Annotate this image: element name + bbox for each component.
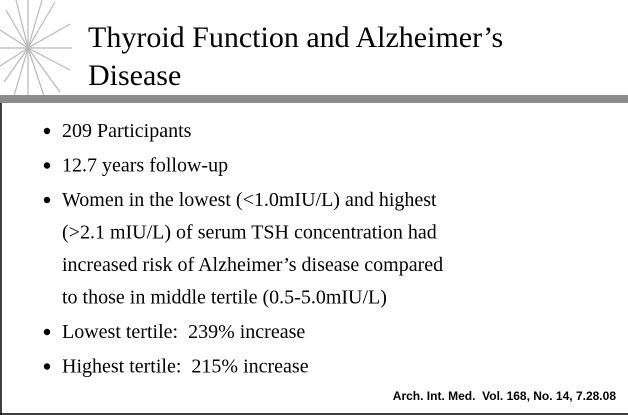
bullet-text: (>2.1 mIU/L) of serum TSH concentration … [62,222,437,244]
bullet-text: Lowest tertile: 239% increase [62,321,305,343]
bullet-text: Highest tertile: 215% increase [62,356,309,378]
bullet-text: to those in middle tertile (0.5-5.0mIU/L… [62,287,387,309]
starburst [0,0,72,97]
bullet-text: 12.7 years follow-up [62,155,228,177]
bullet-text: Women in the lowest (<1.0mIU/L) and high… [62,189,437,211]
bullet-dot [43,162,51,169]
slide-title: Disease [88,59,181,92]
bullet-dot [43,196,51,204]
slide-title: Thyroid Function and Alzheimer’s [88,21,503,54]
bullet-dot [43,127,51,135]
bullet-text: increased risk of Alzheimer’s disease co… [62,254,443,276]
title-bar [0,95,628,103]
bullet-dot [43,328,51,336]
bullet-text: 209 Participants [62,120,192,142]
content: Thyroid Function and Alzheimer’s Disease 2… [43,21,617,403]
bullet-dot [43,363,51,370]
citation: Arch. Int. Med. Vol. 168, No. 14, 7.28.0… [393,389,617,403]
